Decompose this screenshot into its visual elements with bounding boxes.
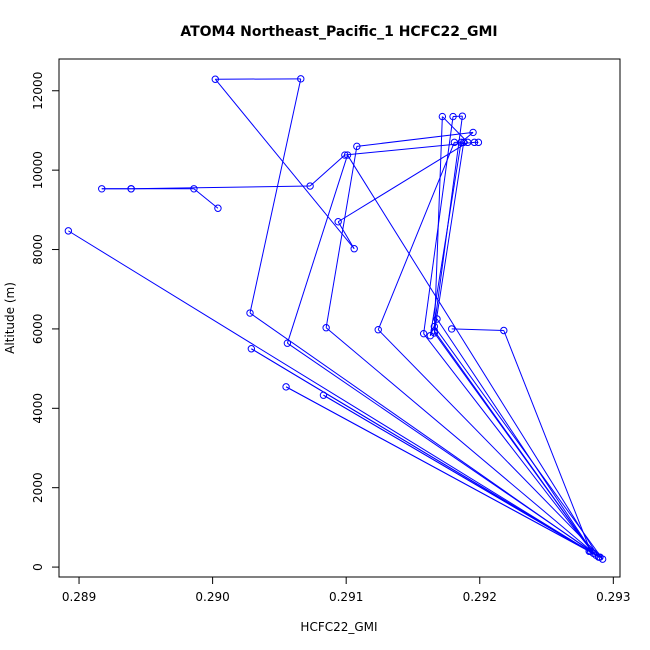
series-line-segment xyxy=(214,78,355,250)
data-point xyxy=(282,383,290,391)
data-point xyxy=(214,204,222,212)
series-line-segment xyxy=(325,327,599,558)
data-point xyxy=(450,138,459,147)
series-line-segment xyxy=(323,394,590,552)
data-point xyxy=(433,315,441,323)
y-tick-label: 6000 xyxy=(31,314,45,345)
series-0 xyxy=(64,75,607,563)
data-point xyxy=(306,182,314,190)
data-point xyxy=(458,112,467,120)
data-point xyxy=(500,326,508,335)
y-tick-label: 4000 xyxy=(31,393,45,424)
series-line-segment xyxy=(377,329,603,560)
series-line-segment xyxy=(131,185,311,190)
data-point xyxy=(438,112,447,121)
series-line-segment xyxy=(337,221,355,249)
data-point xyxy=(430,327,439,335)
data-point xyxy=(322,324,330,332)
data-point xyxy=(469,128,477,137)
series-line-segment xyxy=(433,142,465,333)
data-point xyxy=(127,185,135,193)
series-line-segment xyxy=(377,142,455,330)
chart-title: ATOM4 Northeast_Pacific_1 HCFC22_GMI xyxy=(180,24,497,40)
y-axis: 0 2000 4000 6000 8000 10000 12000 xyxy=(31,72,60,571)
data-point xyxy=(211,75,219,83)
series-line-segment xyxy=(251,348,597,556)
series-line-segment xyxy=(347,154,600,558)
data-point xyxy=(341,151,349,159)
y-tick-label: 10000 xyxy=(31,151,45,189)
x-tick-label: 0.293 xyxy=(596,590,630,604)
x-axis: 0.289 0.290 0.291 0.292 0.293 xyxy=(62,576,631,604)
data-point xyxy=(419,329,428,338)
plot-area-frame xyxy=(58,58,621,578)
data-point xyxy=(374,326,382,334)
data-point xyxy=(297,75,305,83)
series-line-segment xyxy=(309,154,346,187)
series-line-segment xyxy=(286,154,348,344)
series-line-segment xyxy=(423,333,594,554)
series-1 xyxy=(98,138,483,212)
data-point xyxy=(98,185,106,193)
series-line-segment xyxy=(285,386,601,558)
data-point xyxy=(334,218,342,226)
series-line-segment xyxy=(356,131,474,147)
data-point xyxy=(64,227,73,235)
x-tick-label: 0.292 xyxy=(463,590,497,604)
x-axis-label: HCFC22_GMI xyxy=(300,620,377,634)
series-line-segment xyxy=(460,132,474,143)
series-line-segment xyxy=(344,141,475,156)
y-tick-label: 12000 xyxy=(31,72,45,110)
data-point xyxy=(474,138,483,147)
data-point xyxy=(353,142,361,151)
series-line-segment xyxy=(249,78,302,314)
series-line-segment xyxy=(433,116,463,327)
data-point xyxy=(350,245,358,253)
series-layer xyxy=(64,75,607,563)
series-line-segment xyxy=(433,326,604,560)
series-line-segment xyxy=(337,141,468,223)
data-point xyxy=(247,345,256,353)
y-tick-label: 2000 xyxy=(31,472,45,503)
data-point xyxy=(586,547,595,555)
data-point xyxy=(246,309,254,317)
y-tick-label: 8000 xyxy=(31,234,45,265)
data-point xyxy=(448,325,456,333)
series-line-segment xyxy=(436,318,594,554)
series-line-segment xyxy=(503,330,592,552)
series-line-segment xyxy=(325,146,358,328)
data-point xyxy=(283,339,292,347)
x-tick-label: 0.291 xyxy=(329,590,363,604)
data-point xyxy=(190,185,198,193)
data-point xyxy=(430,329,439,337)
data-point xyxy=(319,391,328,399)
series-line-segment xyxy=(249,312,591,552)
data-point xyxy=(598,555,607,563)
x-tick-label: 0.289 xyxy=(62,590,96,604)
data-point xyxy=(449,112,457,121)
series-line-segment xyxy=(441,116,469,143)
series-line-segment xyxy=(451,328,504,332)
data-point xyxy=(594,553,603,561)
data-point xyxy=(460,138,468,147)
y-tick-label: 0 xyxy=(31,563,45,571)
data-point xyxy=(470,138,479,147)
series-line-segment xyxy=(68,230,590,552)
series-line-segment xyxy=(193,188,219,209)
y-axis-label: Altitude (m) xyxy=(3,282,17,354)
series-line-segment xyxy=(433,116,443,331)
series-line-segment xyxy=(433,330,594,554)
x-tick-label: 0.290 xyxy=(195,590,229,604)
